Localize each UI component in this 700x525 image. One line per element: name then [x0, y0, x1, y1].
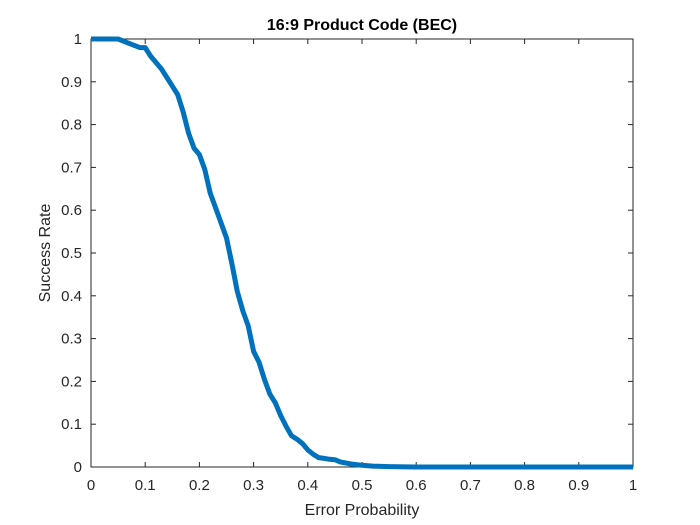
y-tick-label: 0.2: [61, 373, 82, 390]
x-tick-label: 0.1: [135, 477, 156, 494]
x-tick-label: 0: [87, 477, 95, 494]
x-tick-label: 0.4: [297, 477, 318, 494]
y-tick-label: 0.3: [61, 331, 82, 348]
y-axis-label: Success Rate: [37, 204, 54, 303]
x-tick-label: 0.2: [189, 477, 210, 494]
y-tick-label: 0.1: [61, 416, 82, 433]
y-tick-label: 0.7: [61, 159, 82, 176]
x-axis-label: Error Probability: [305, 502, 420, 519]
series-line: [91, 36, 633, 470]
y-tick-label: 0.9: [61, 74, 82, 91]
series-group: [91, 36, 633, 470]
chart-title: 16:9 Product Code (BEC): [267, 17, 457, 34]
plot-box: [90, 38, 634, 468]
x-tick-label: 1: [629, 477, 637, 494]
y-tick-label: 1: [74, 31, 82, 48]
x-tick-label: 0.9: [568, 477, 589, 494]
x-tick-label: 0.6: [406, 477, 427, 494]
y-tick-label: 0.5: [61, 245, 82, 262]
y-tick-label: 0.8: [61, 117, 82, 134]
y-tick-label: 0: [74, 459, 82, 476]
x-tick-label: 0.8: [514, 477, 535, 494]
axes: [90, 38, 634, 468]
ticks: 0 0.1 0.2 0.3 0.4 0.5 0.6 0.7 0.8 0.9 1 0 0.1 0.2 0.3 0…: [61, 31, 637, 494]
x-tick-label: 0.5: [352, 477, 373, 494]
y-tick-label: 0.6: [61, 202, 82, 219]
y-tick-label: 0.4: [61, 288, 82, 305]
x-tick-label: 0.3: [243, 477, 264, 494]
x-tick-label: 0.7: [460, 477, 481, 494]
